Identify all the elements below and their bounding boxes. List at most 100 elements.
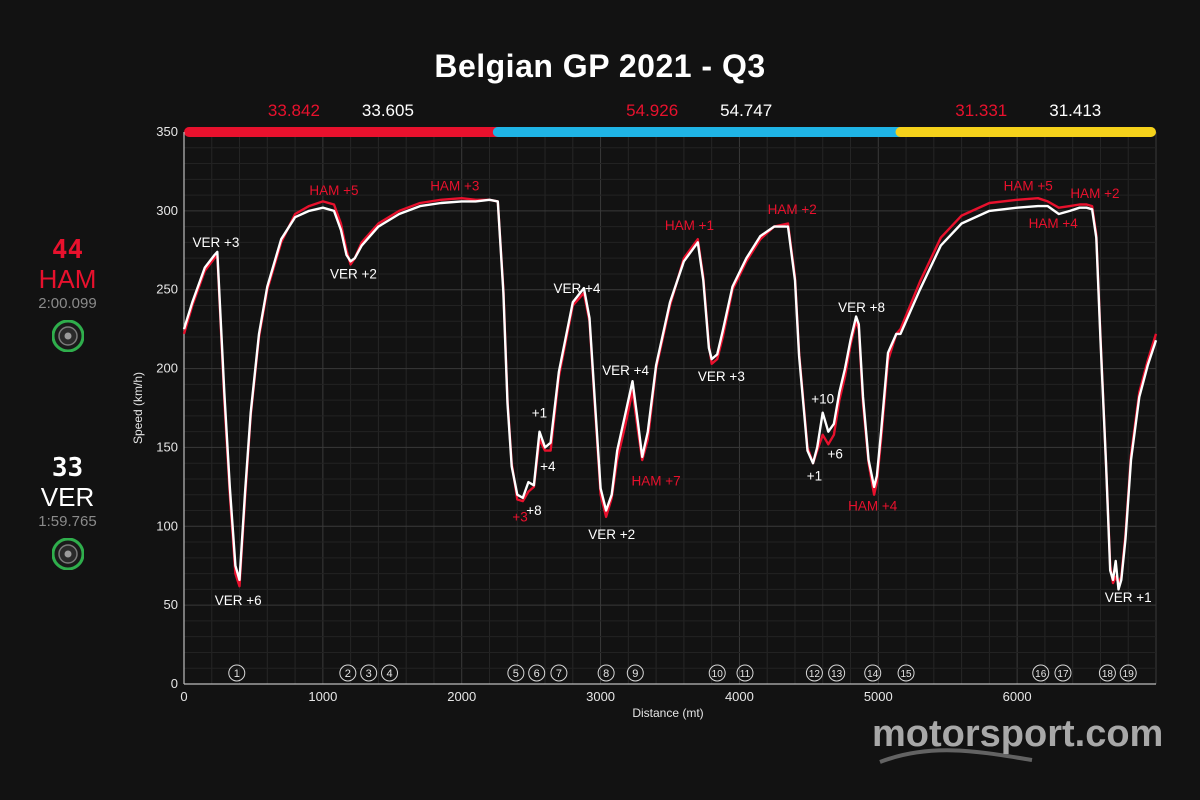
delta-annotation: VER +4 [554,281,601,296]
corner-label: 4 [386,668,392,680]
corner-label: 18 [1102,669,1114,680]
x-tick-label: 5000 [864,689,893,704]
corner-label: 2 [345,668,351,680]
corner-label: 12 [809,669,821,680]
corner-marker [228,664,246,682]
chart-title: Belgian GP 2021 - Q3 [434,48,766,84]
corner-label: 9 [632,668,638,680]
corner-marker [507,664,525,682]
corner-marker [381,664,399,682]
corner-marker [1032,664,1050,682]
axes: 0 1000 2000 3000 4000 5000 6000 0 50 100 150 200 250… [131,124,1156,720]
lap-time: 1:59.765 [38,513,97,530]
motorsport-logo: motorsport.com [872,712,1184,764]
corner-marker [805,664,823,682]
x-tick-label: 6000 [1003,689,1032,704]
corner-label: 14 [867,669,879,680]
corner-label: 17 [1057,669,1069,680]
y-tick-label: 0 [171,676,178,691]
corner-label: 16 [1035,669,1047,680]
sector-bars: 33.842 33.605 54.926 54.747 31.331 31.413 [184,101,1156,137]
y-tick-label: 250 [156,282,178,297]
delta-annotation: VER +3 [698,369,745,384]
soft-green-tyre-icon [51,320,84,352]
driver-card-ham: 44 HAM 2:00.099 [0,236,135,352]
delta-annotation: +6 [828,446,843,461]
y-tick-label: 150 [156,439,178,454]
driver-code: VER [40,482,95,512]
corner-marker [360,664,378,682]
delta-annotation: HAM +7 [632,473,681,488]
annotations: VER +3 VER +6 HAM +5 VER +2 HAM +3 +1 +4 +3+8 VE… [192,178,1151,608]
corner-marker [708,664,726,682]
lap-time: 2:00.099 [38,295,97,312]
sector-time-ver: 31.413 [1049,101,1101,120]
corner-marker [736,664,754,682]
delta-annotation: +1 [807,469,822,484]
delta-annotation: +3 [512,510,527,525]
x-tick-label: 0 [180,689,187,704]
delta-annotation: +4 [540,459,556,474]
y-axis-label: Speed (km/h) [131,372,145,444]
x-axis-label: Distance (mt) [632,706,703,720]
soft-green-tyre-icon [51,538,84,570]
driver-number: 33 [51,453,84,483]
corner-marker [626,664,644,682]
x-tick-label: 3000 [586,689,615,704]
series-line-ver [182,198,1158,591]
corner-marker [528,664,546,682]
sector-time-ham: 54.926 [626,101,678,120]
y-tick-label: 300 [156,203,178,218]
corner-marker [897,664,915,682]
y-tick-label: 350 [156,124,178,139]
corner-label: 19 [1123,669,1135,680]
series-lines [182,196,1158,591]
delta-annotation: VER +1 [1105,590,1152,605]
delta-annotation: +10 [811,391,834,406]
delta-annotation: HAM +1 [665,218,714,233]
delta-annotation: VER +6 [215,593,262,608]
sector-time-ver: 54.747 [720,101,772,120]
sector-time-ver: 33.605 [362,101,414,120]
corner-markers: 1 2 3 4 5 6 7 8 9 10 11 12 13 14 15 16 17 18 19 [228,664,1137,682]
corner-label: 3 [366,668,372,680]
driver-number: 44 [51,235,84,265]
corner-marker [339,664,357,682]
delta-annotation: VER +2 [330,267,377,282]
x-tick-label: 4000 [725,689,754,704]
corner-label: 1 [234,668,240,680]
delta-annotation: HAM +5 [309,183,358,198]
corner-label: 5 [513,668,519,680]
y-tick-label: 50 [164,597,178,612]
corner-marker [597,664,615,682]
delta-annotation: HAM +3 [430,178,479,193]
corner-label: 13 [831,669,843,680]
delta-annotation: HAM +2 [1070,186,1119,201]
corner-label: 8 [603,668,609,680]
delta-annotation: +8 [526,503,541,518]
y-tick-label: 200 [156,361,178,376]
corner-label: 15 [900,669,912,680]
grid [183,131,1157,685]
corner-marker [828,664,846,682]
driver-code: HAM [38,264,97,294]
corner-marker [1119,664,1137,682]
delta-annotation: HAM +2 [768,202,817,217]
delta-annotation: VER +3 [192,235,239,250]
corner-marker [1098,664,1116,682]
corner-label: 11 [740,669,751,680]
corner-marker [864,664,882,682]
corner-marker [550,664,568,682]
delta-annotation: VER +4 [602,363,649,378]
watermark-text: motorsport.com [872,713,1163,755]
delta-annotation: HAM +4 [848,499,898,514]
corner-label: 7 [556,668,562,680]
driver-card-ver: 33 VER 1:59.765 [0,454,135,570]
corner-label: 6 [534,668,540,680]
sector-time-ham: 33.842 [268,101,320,120]
series-line-ham [182,196,1158,588]
x-tick-label: 2000 [447,689,476,704]
delta-annotation: HAM +5 [1004,178,1053,193]
y-tick-label: 100 [156,518,178,533]
